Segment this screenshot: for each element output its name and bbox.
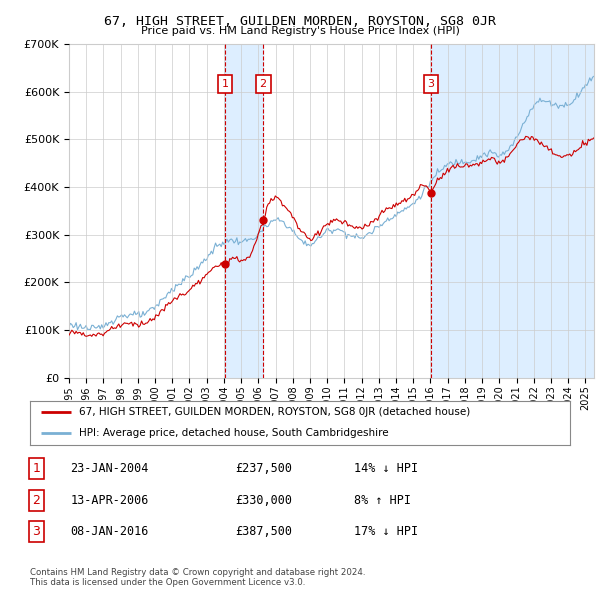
Text: £387,500: £387,500 (235, 525, 292, 537)
Text: 3: 3 (427, 79, 434, 89)
Text: 2: 2 (32, 493, 40, 507)
Text: 14% ↓ HPI: 14% ↓ HPI (354, 463, 418, 476)
Text: 1: 1 (32, 463, 40, 476)
Text: 08-JAN-2016: 08-JAN-2016 (71, 525, 149, 537)
Text: 3: 3 (32, 525, 40, 537)
Text: 17% ↓ HPI: 17% ↓ HPI (354, 525, 418, 537)
Text: 8% ↑ HPI: 8% ↑ HPI (354, 493, 411, 507)
Bar (431, 44, 594, 378)
Text: 23-JAN-2004: 23-JAN-2004 (71, 463, 149, 476)
Bar (225, 44, 263, 378)
Text: £237,500: £237,500 (235, 463, 292, 476)
Text: Contains HM Land Registry data © Crown copyright and database right 2024.
This d: Contains HM Land Registry data © Crown c… (30, 568, 365, 587)
Text: HPI: Average price, detached house, South Cambridgeshire: HPI: Average price, detached house, Sout… (79, 428, 388, 438)
Text: 67, HIGH STREET, GUILDEN MORDEN, ROYSTON, SG8 0JR (detached house): 67, HIGH STREET, GUILDEN MORDEN, ROYSTON… (79, 407, 470, 417)
Text: Price paid vs. HM Land Registry's House Price Index (HPI): Price paid vs. HM Land Registry's House … (140, 26, 460, 36)
Text: 1: 1 (221, 79, 229, 89)
Text: 2: 2 (260, 79, 267, 89)
Text: 67, HIGH STREET, GUILDEN MORDEN, ROYSTON, SG8 0JR: 67, HIGH STREET, GUILDEN MORDEN, ROYSTON… (104, 15, 496, 28)
Text: £330,000: £330,000 (235, 493, 292, 507)
Text: 13-APR-2006: 13-APR-2006 (71, 493, 149, 507)
